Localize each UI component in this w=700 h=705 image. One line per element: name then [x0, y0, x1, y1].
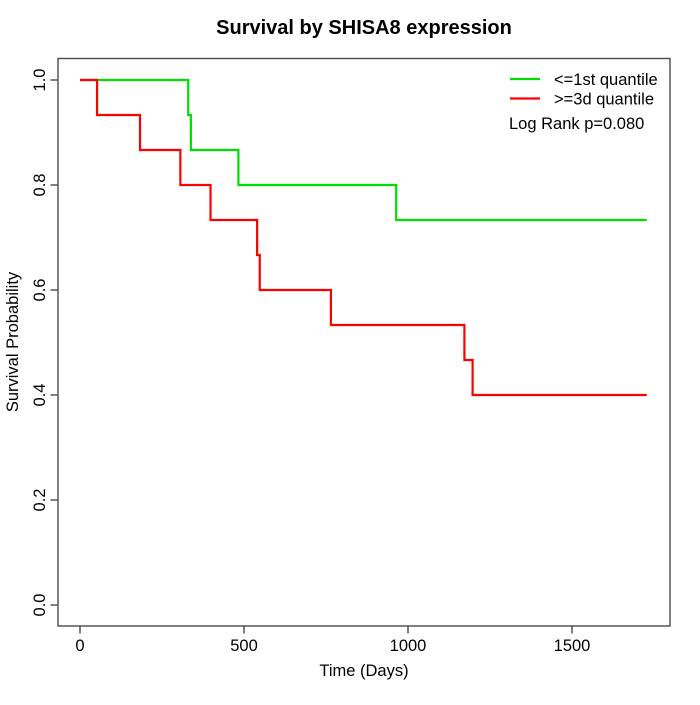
y-tick-label: 1.0: [31, 69, 49, 92]
y-tick-label: 0.2: [31, 489, 49, 512]
y-tick-label: 0.6: [31, 279, 49, 302]
survival-curve-1st-quantile: [80, 78, 647, 222]
x-tick-label: 500: [230, 637, 258, 655]
x-axis-label: Time (Days): [319, 662, 408, 680]
x-tick-label: 1500: [554, 637, 591, 655]
plot-border: [57, 57, 671, 627]
y-tick-label: 0.8: [31, 174, 49, 197]
legend: <=1st quantile >=3d quantile: [510, 71, 658, 109]
legend-label-1st-quantile: <=1st quantile: [554, 71, 658, 89]
survival-curve-3d-quantile: [80, 78, 647, 397]
survival-curves: [80, 78, 647, 397]
legend-label-3d-quantile: >=3d quantile: [554, 91, 654, 109]
x-axis: 0 500 1000 1500: [75, 626, 590, 655]
plot-title: Survival by SHISA8 expression: [216, 17, 512, 39]
x-tick-label: 1000: [390, 637, 427, 655]
y-axis-label: Survival Probability: [4, 271, 22, 412]
y-tick-label: 0.4: [31, 384, 49, 407]
x-tick-label: 0: [75, 637, 84, 655]
y-axis: 0.0 0.2 0.4 0.6 0.8 1.0: [31, 69, 58, 617]
y-tick-label: 0.0: [31, 594, 49, 617]
logrank-pvalue-text: Log Rank p=0.080: [509, 115, 644, 133]
